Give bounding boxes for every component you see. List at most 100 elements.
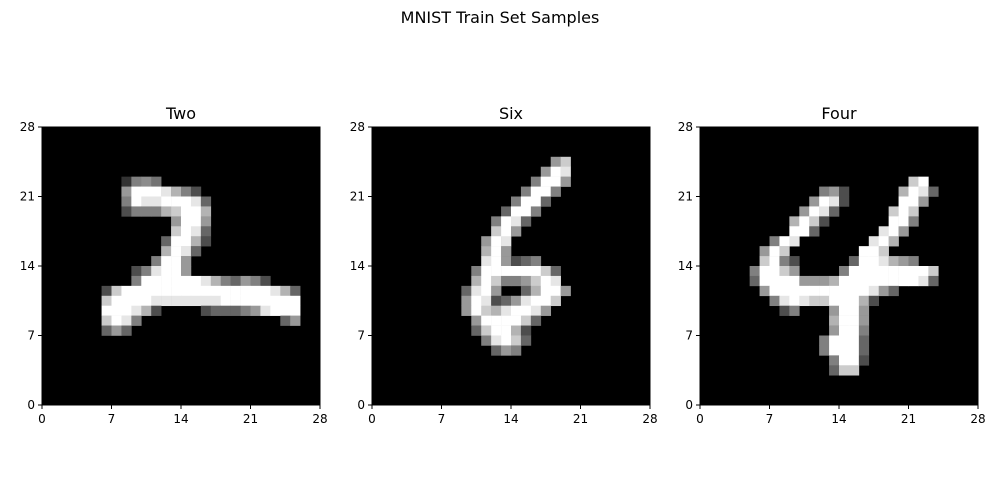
pixel-cell — [520, 325, 532, 336]
pixel-cell — [280, 305, 291, 316]
pixel-cell — [290, 315, 301, 326]
pixel-cell — [520, 335, 532, 346]
pixel-cell — [471, 285, 482, 297]
pixel-cell — [878, 285, 889, 297]
pixel-cell — [171, 196, 182, 207]
pixel-cell — [190, 206, 202, 217]
pixel-cell — [501, 206, 512, 217]
chart-title: Two — [165, 104, 196, 123]
pixel-cell — [131, 295, 142, 307]
pixel-cell — [779, 275, 790, 287]
pixel-cell — [540, 295, 552, 307]
pixel-cell — [200, 196, 212, 207]
pixel-cell — [121, 295, 132, 307]
pixel-cell — [151, 285, 162, 297]
pixel-cell — [749, 266, 760, 277]
pixel-cell — [848, 335, 860, 346]
pixel-cell — [530, 305, 542, 316]
pixel-cell — [839, 315, 850, 326]
pixel-cell — [819, 186, 830, 197]
pixel-cell — [151, 206, 162, 217]
pixel-cell — [550, 266, 561, 277]
pixel-cell — [230, 275, 241, 287]
pixel-cell — [530, 176, 542, 187]
pixel-cell — [530, 206, 542, 217]
pixel-cell — [491, 345, 502, 356]
pixel-cell — [181, 246, 192, 257]
pixel-cell — [839, 275, 850, 287]
pixel-cell — [471, 325, 482, 336]
chart-title: Four — [821, 104, 857, 123]
pixel-cell — [190, 246, 202, 257]
pixel-cell — [550, 156, 561, 168]
pixel-cell — [868, 236, 880, 247]
pixel-cell — [799, 285, 810, 297]
pixel-cell — [501, 315, 512, 326]
pixel-cell — [190, 275, 202, 287]
pixel-cell — [151, 176, 162, 187]
pixel-cell — [789, 266, 800, 277]
pixel-cell — [918, 266, 929, 277]
pixel-cell — [839, 305, 850, 316]
pixel-cell — [928, 266, 939, 277]
pixel-cell — [799, 226, 810, 237]
pixel-cell — [161, 266, 172, 277]
pixel-cell — [530, 186, 542, 197]
pixel-cell — [769, 285, 780, 297]
pixel-cell — [858, 335, 870, 346]
pixel-cell — [898, 226, 909, 237]
pixel-cell — [858, 256, 870, 267]
pixel-cell — [491, 256, 502, 267]
pixel-cell — [550, 166, 561, 177]
pixel-cell — [181, 196, 192, 207]
pixel-cell — [181, 275, 192, 287]
pixel-cell — [161, 186, 172, 197]
pixel-cell — [501, 236, 512, 247]
x-tick-label: 0 — [38, 412, 46, 426]
pixel-cell — [481, 285, 492, 297]
pixel-cell — [190, 295, 202, 307]
chart-title: Six — [499, 104, 523, 123]
pixel-cell — [520, 186, 532, 197]
pixel-cell — [501, 256, 512, 267]
pixel-cell — [171, 226, 182, 237]
pixel-cell — [789, 226, 800, 237]
x-tick-label: 0 — [368, 412, 376, 426]
pixel-cell — [250, 295, 261, 307]
pixel-cell — [171, 216, 182, 227]
pixel-cell — [501, 325, 512, 336]
pixel-cell — [779, 285, 790, 297]
pixel-cell — [779, 266, 790, 277]
pixel-cell — [511, 206, 522, 217]
pixel-cell — [868, 246, 880, 257]
pixel-cell — [819, 285, 830, 297]
pixel-cell — [829, 295, 840, 307]
pixel-cell — [111, 325, 122, 336]
pixel-cell — [260, 285, 271, 297]
pixel-cell — [839, 335, 850, 346]
pixel-cell — [809, 206, 820, 217]
pixel-cell — [131, 176, 142, 187]
pixel-cell — [461, 305, 472, 316]
pixel-cell — [789, 305, 800, 316]
pixel-cell — [220, 275, 231, 287]
pixel-cell — [511, 325, 522, 336]
pixel-cell — [141, 196, 152, 207]
pixel-cell — [101, 315, 112, 326]
pixel-cell — [101, 325, 112, 336]
pixel-cell — [501, 305, 512, 316]
pixel-cell — [560, 176, 571, 187]
pixel-cell — [908, 216, 919, 227]
pixel-cell — [908, 176, 919, 187]
pixel-cell — [171, 266, 182, 277]
pixel-cell — [481, 295, 492, 307]
x-tick-label: 14 — [831, 412, 846, 426]
pixel-cell — [501, 246, 512, 257]
pixel-cell — [520, 266, 532, 277]
pixel-cell — [111, 315, 122, 326]
pixel-cell — [190, 216, 202, 227]
pixel-cell — [908, 196, 919, 207]
pixel-cell — [779, 256, 790, 267]
pixel-cell — [141, 305, 152, 316]
pixel-cell — [858, 315, 870, 326]
